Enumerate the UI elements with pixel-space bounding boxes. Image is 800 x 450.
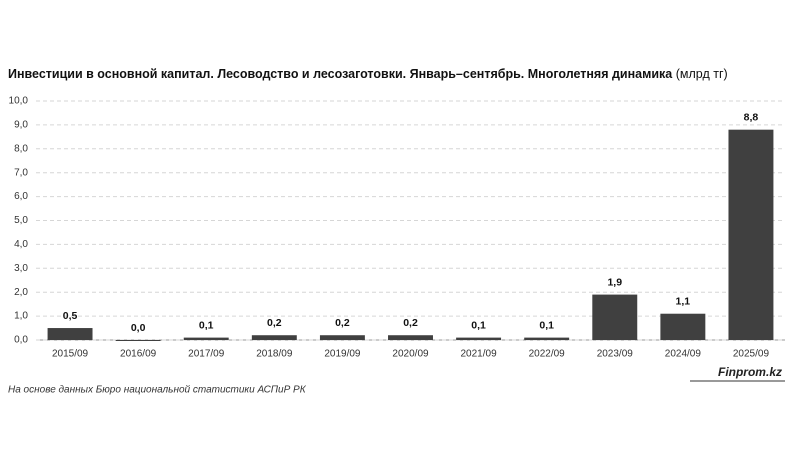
chart-unit: (млрд тг) [676,67,728,81]
y-tick-label: 3,0 [14,263,28,274]
bar [524,337,570,340]
x-tick-label: 2022/09 [529,349,566,360]
bar [115,340,161,341]
bar [47,328,93,340]
value-label: 0,1 [199,319,214,331]
bar [388,335,433,340]
source-note: На основе данных Бюро национальной стати… [8,385,307,396]
y-tick-label: 6,0 [14,191,28,202]
y-tick-label: 1,0 [14,311,28,322]
bar [319,335,365,340]
x-tick-label: 2018/09 [256,349,293,360]
x-tick-label: 2025/09 [733,349,770,360]
x-tick-label: 2021/09 [461,349,498,360]
y-tick-label: 5,0 [14,215,28,226]
y-tick-label: 0,0 [14,335,28,346]
y-tick-label: 9,0 [14,120,28,131]
y-tick-label: 7,0 [14,167,28,178]
value-label: 0,5 [63,310,78,322]
value-label: 8,8 [744,111,759,123]
bar [660,313,706,340]
value-label: 0,1 [539,319,554,331]
value-label: 1,9 [607,276,622,288]
x-tick-label: 2017/09 [188,349,225,360]
chart-title: Инвестиции в основной капитал. Лесоводст… [8,67,673,81]
chart-title-line: Инвестиции в основной капитал. Лесоводст… [8,67,728,81]
x-tick-label: 2023/09 [597,349,634,360]
bar [728,129,774,340]
x-tick-label: 2016/09 [120,349,157,360]
bar [251,335,297,340]
value-label: 0,0 [131,322,146,334]
y-tick-label: 4,0 [14,239,28,250]
value-label: 0,2 [403,317,418,329]
x-tick-label: 2019/09 [324,349,361,360]
x-tick-label: 2024/09 [665,349,702,360]
bar [456,337,502,340]
x-tick-label: 2020/09 [392,349,429,360]
value-label: 1,1 [676,295,691,307]
value-label: 0,2 [267,317,282,329]
value-label: 0,2 [335,317,350,329]
value-label: 0,1 [471,319,486,331]
y-tick-label: 10,0 [9,96,29,107]
y-tick-label: 2,0 [14,287,28,298]
bar [183,337,229,340]
bar [592,294,638,340]
brand: Finprom.kz [718,365,782,379]
x-tick-label: 2015/09 [52,349,89,360]
y-tick-label: 8,0 [14,143,28,154]
